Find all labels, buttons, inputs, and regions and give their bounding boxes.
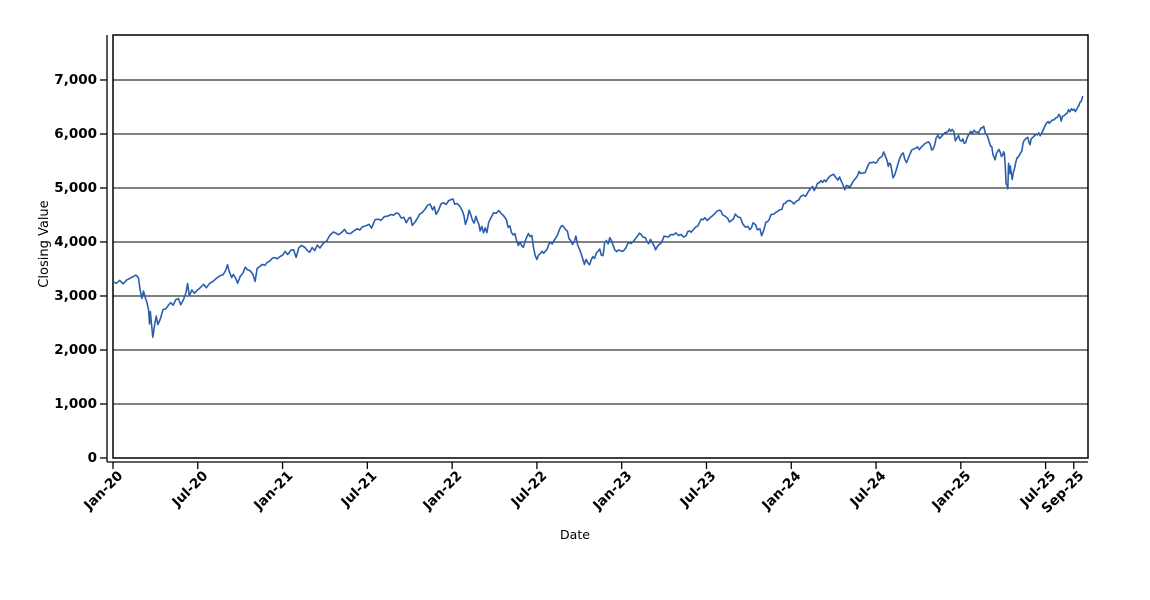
x-axis-tick-marks bbox=[112, 462, 1075, 469]
y-tick-label: 7,000 bbox=[54, 71, 97, 88]
horizontal-gridlines bbox=[113, 79, 1088, 405]
y-axis-tick-marks bbox=[100, 79, 107, 459]
closing-value-line-series bbox=[113, 95, 1084, 338]
y-tick-label: 3,000 bbox=[54, 287, 97, 304]
plot-border bbox=[112, 34, 1089, 459]
y-tick-label: 6,000 bbox=[54, 125, 97, 142]
y-tick-label: 4,000 bbox=[54, 233, 97, 250]
y-tick-label: 5,000 bbox=[54, 179, 97, 196]
y-axis-title: Closing Value bbox=[37, 200, 52, 288]
y-tick-label: 2,000 bbox=[54, 341, 97, 358]
y-tick-label: 0 bbox=[87, 450, 97, 466]
x-axis-title: Date bbox=[560, 527, 590, 542]
y-tick-label: 1,000 bbox=[54, 395, 97, 412]
